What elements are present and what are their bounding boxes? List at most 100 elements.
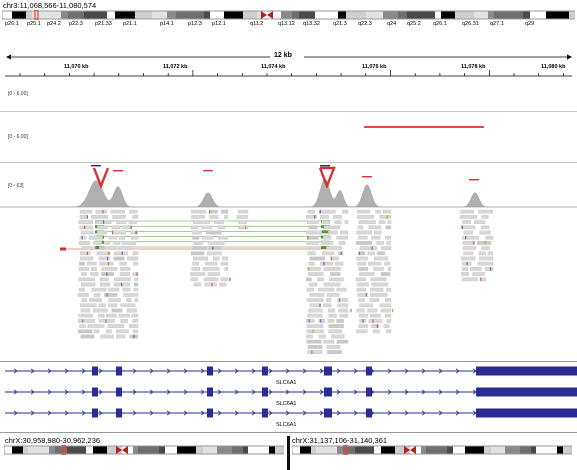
track1[interactable] bbox=[0, 84, 577, 111]
read bbox=[370, 277, 387, 282]
strand-arrow bbox=[166, 410, 171, 416]
read bbox=[383, 324, 390, 328]
mismatch bbox=[209, 210, 211, 214]
split-divider[interactable] bbox=[287, 436, 290, 470]
read bbox=[98, 319, 115, 323]
read bbox=[385, 329, 392, 334]
read bbox=[307, 350, 323, 354]
split-read bbox=[321, 246, 330, 249]
read bbox=[485, 267, 493, 271]
read bbox=[192, 246, 207, 250]
read bbox=[129, 209, 138, 214]
read bbox=[112, 215, 126, 219]
ideogram-band bbox=[329, 446, 337, 454]
mismatch bbox=[466, 262, 468, 266]
read bbox=[110, 209, 125, 214]
read bbox=[111, 308, 123, 313]
split-left-ideogram[interactable] bbox=[4, 445, 284, 455]
read bbox=[88, 235, 103, 240]
strand-arrow bbox=[268, 368, 273, 374]
gene-track[interactable]: SLC6A1 SLC6A1 SLC6A1 bbox=[0, 363, 577, 429]
band-label: q26.31 bbox=[462, 21, 479, 27]
ideogram-band bbox=[94, 11, 107, 19]
ideogram-band bbox=[196, 446, 203, 454]
strand-arrow bbox=[13, 368, 18, 374]
alignment-track[interactable] bbox=[0, 208, 577, 360]
read bbox=[192, 235, 200, 240]
read bbox=[116, 334, 126, 339]
read bbox=[208, 246, 222, 250]
read bbox=[100, 277, 109, 282]
strand-arrow bbox=[98, 389, 103, 395]
gene-label[interactable]: SLC6A1 bbox=[276, 380, 297, 386]
track2[interactable] bbox=[0, 112, 577, 162]
ideogram-band bbox=[557, 446, 563, 454]
coverage-track[interactable] bbox=[0, 163, 577, 208]
band-label: q25.2 bbox=[407, 21, 421, 27]
ideogram-band bbox=[366, 11, 378, 19]
strand-arrow bbox=[30, 410, 35, 416]
strand-arrow bbox=[353, 410, 358, 416]
centromere bbox=[267, 11, 273, 19]
read bbox=[108, 287, 120, 292]
strand-arrow bbox=[268, 410, 273, 416]
read bbox=[190, 277, 199, 282]
read bbox=[95, 209, 108, 214]
read bbox=[306, 241, 320, 245]
gene-label[interactable]: SLC6A1 bbox=[276, 422, 297, 428]
strand-arrow bbox=[98, 368, 103, 374]
insertion-marker-graphic bbox=[92, 167, 110, 188]
read bbox=[224, 215, 229, 219]
gene-exon bbox=[207, 387, 213, 397]
mismatch bbox=[135, 230, 137, 235]
read bbox=[479, 230, 491, 235]
read bbox=[203, 277, 219, 282]
read bbox=[356, 230, 373, 235]
strand-arrow bbox=[149, 368, 154, 374]
ideogram-band bbox=[248, 446, 261, 454]
band-label: p24.2 bbox=[47, 21, 61, 27]
read bbox=[320, 241, 334, 245]
strand-arrow bbox=[438, 389, 443, 395]
strand-arrow bbox=[13, 389, 18, 395]
coverage-histogram bbox=[0, 165, 577, 208]
read bbox=[97, 225, 108, 230]
gene-label[interactable]: SLC6A1 bbox=[276, 401, 297, 407]
mismatch bbox=[461, 225, 463, 229]
ideogram-band bbox=[316, 446, 329, 454]
strand-arrow bbox=[183, 410, 188, 416]
read bbox=[119, 272, 131, 276]
mismatch bbox=[340, 251, 342, 255]
insertion-marker[interactable] bbox=[317, 166, 337, 188]
insertion-marker[interactable] bbox=[91, 166, 111, 188]
read bbox=[357, 235, 368, 240]
ideogram-band bbox=[28, 446, 41, 454]
read bbox=[380, 272, 391, 276]
split-right-ideogram[interactable] bbox=[292, 445, 572, 455]
read bbox=[208, 209, 218, 214]
read bbox=[336, 235, 348, 240]
read bbox=[380, 308, 392, 313]
split-left-ideogram-graphic bbox=[4, 445, 284, 455]
read bbox=[98, 313, 105, 318]
strand-arrow bbox=[387, 368, 392, 374]
chromosome-ideogram[interactable] bbox=[2, 10, 575, 20]
mismatch bbox=[320, 319, 322, 323]
read bbox=[321, 251, 335, 256]
read bbox=[133, 261, 139, 266]
feature-bar[interactable] bbox=[364, 126, 484, 128]
ideogram-band bbox=[68, 11, 84, 19]
mismatch bbox=[358, 251, 360, 255]
ideogram-band bbox=[311, 446, 316, 454]
read bbox=[306, 287, 314, 292]
read bbox=[462, 267, 468, 271]
read bbox=[219, 282, 227, 287]
strand-arrow bbox=[183, 389, 188, 395]
ideogram-band bbox=[3, 11, 12, 19]
read bbox=[134, 277, 139, 282]
read bbox=[128, 220, 137, 224]
ideogram-band bbox=[407, 11, 424, 19]
read bbox=[93, 293, 101, 297]
read bbox=[327, 350, 342, 354]
read bbox=[373, 267, 384, 271]
